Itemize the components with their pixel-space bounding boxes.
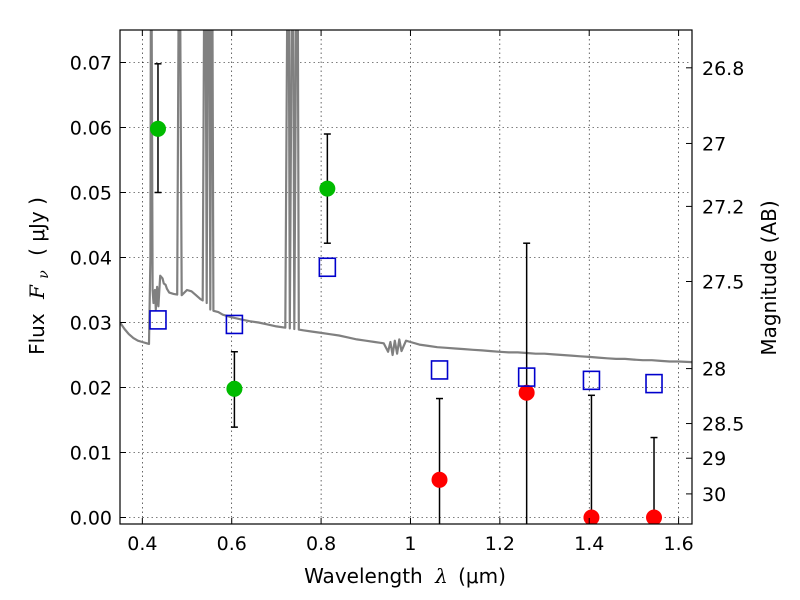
nondetection-point: [431, 471, 448, 488]
x-tick-label: 0.4: [127, 533, 157, 555]
plot-frame: [119, 29, 693, 525]
model-photometry-square: [517, 367, 536, 387]
model-photometry-square: [318, 257, 337, 278]
y2-tick-label: 27.5: [702, 271, 744, 293]
x-axis: 0.4 0.6 0.8 1 1.2 1.4 1.6: [127, 30, 694, 555]
model-photometry-square: [149, 310, 167, 330]
y-axis: 0.00 0.01 0.02 0.03 0.04 0.05 0.06 0.07: [70, 53, 126, 530]
y-tick-label: 0.06: [70, 118, 112, 140]
detection-point: [226, 380, 243, 397]
x-tick-label: 1.4: [574, 533, 604, 555]
x-tick-label: 0.6: [217, 533, 247, 555]
nondetection-point: [646, 509, 663, 524]
y2-axis-label: Magnitude (AB): [757, 200, 781, 355]
y-tick-label: 0.03: [70, 313, 112, 335]
y-tick-label: 0.02: [70, 378, 112, 400]
model-spectrum-line: [120, 30, 692, 364]
model-photometry-square: [430, 360, 449, 380]
y-tick-label: 0.01: [70, 443, 112, 465]
detection-point: [149, 120, 166, 137]
y-axis-label-text: Flux: [25, 313, 49, 355]
nondetection-point: [583, 509, 600, 524]
x-axis-label-text: Wavelength: [304, 564, 423, 588]
x-tick-label: 1.6: [663, 533, 693, 555]
y-tick-label: 0.05: [70, 183, 112, 205]
y2-tick-label: 29: [702, 448, 726, 470]
x-tick-label: 0.8: [306, 533, 336, 555]
y-axis-label: Flux F ν ( μJy ): [25, 197, 53, 355]
y2-tick-label: 26.8: [702, 58, 744, 80]
x-axis-label-unit: (μm): [458, 564, 506, 588]
y-tick-label: 0.07: [70, 53, 112, 75]
detection-point: [319, 180, 336, 197]
x-axis-label: Wavelength λ (μm): [304, 564, 506, 588]
y-tick-label: 0.00: [70, 508, 112, 530]
y2-tick-label: 27: [702, 133, 726, 155]
y-axis-label-unit: ( μJy ): [25, 197, 49, 256]
model-photometry-square: [645, 373, 663, 394]
y-tick-label: 0.04: [70, 248, 112, 270]
x-tick-label: 1.2: [485, 533, 515, 555]
y-axis-label-symbol: F: [25, 284, 49, 300]
x-axis-label-symbol: λ: [434, 564, 448, 588]
model-photometry-square: [225, 314, 244, 335]
plot-area: [120, 30, 692, 524]
y2-tick-label: 30: [702, 484, 726, 506]
x-tick-label: 1: [404, 533, 416, 555]
nondetection-point: [518, 384, 535, 401]
grid-lines: [120, 30, 692, 524]
model-photometry-square: [582, 370, 601, 391]
y-axis-label-symbol-sub: ν: [36, 270, 52, 279]
y2-axis: 26.8 27 27.2 27.5 28 28.5 29 30: [686, 58, 744, 506]
y2-tick-label: 27.2: [702, 196, 744, 218]
y2-tick-label: 28: [702, 359, 726, 381]
y2-tick-label: 28.5: [702, 414, 744, 436]
